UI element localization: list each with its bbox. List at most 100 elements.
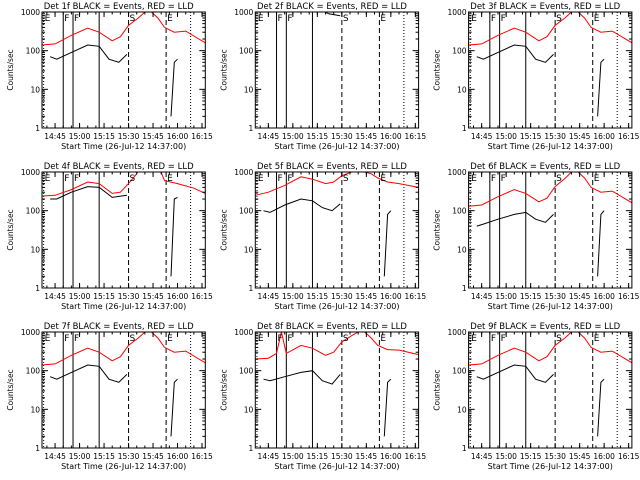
axes-frame [254,331,420,449]
events-series-line [263,198,341,213]
plot-area [468,12,632,128]
y-tick-label: 1000 [21,328,40,337]
y-tick-label: 1 [462,444,467,453]
y-tick-label: 100 [452,47,467,56]
x-tick-label: 15:45 [356,132,378,141]
x-tick-label: 16:00 [593,452,615,461]
marker-label: S [556,174,562,184]
events-series-line [170,196,178,277]
x-tick-label: 15:15 [520,132,542,141]
x-tick-label: 16:00 [380,292,402,301]
marker-label: E [45,334,51,344]
events-series-line [50,44,128,63]
x-tick-label: 15:00 [69,132,91,141]
x-tick-label: 16:15 [405,292,427,301]
y-tick-label: 1000 [448,8,467,17]
events-series-line [383,210,392,277]
x-tick-label: 14:45 [471,452,493,461]
marker-label: E [594,174,600,184]
detector-panel: Det 5f BLACK = Events, RED = LLD E F F S E 1 10… [219,162,426,311]
marker-label: F [491,174,496,184]
plot-area [255,332,419,448]
axes-frame [468,171,633,289]
marker-label: F [278,174,283,184]
marker-label: E [380,334,386,344]
events-series-line [170,378,178,437]
marker-label: F [74,14,79,24]
marker-label: E [471,14,477,24]
x-axis-label: Start Time (26-Jul-12 14:37:00) [488,142,613,151]
y-tick-label: 1 [249,124,254,133]
x-tick-label: 15:45 [142,292,164,301]
x-tick-label: 15:45 [142,132,164,141]
marker-label: E [471,174,477,184]
events-series-line [597,210,605,277]
marker-label: S [130,174,136,184]
marker-label: F [287,334,292,344]
marker-label: F [491,14,496,24]
marker-label: E [258,174,264,184]
x-tick-label: 14:45 [258,292,280,301]
y-tick-label: 100 [239,207,254,216]
marker-label: E [380,14,386,24]
y-tick-label: 100 [26,47,41,56]
x-tick-label: 15:15 [93,292,115,301]
detector-panel: Det 6f BLACK = Events, RED = LLD E F F S E 1 10… [433,162,640,311]
y-tick-label: 10 [244,245,254,254]
y-tick-label: 1 [35,124,40,133]
y-axis-label: Counts/sec [6,49,15,90]
x-tick-label: 14:45 [44,452,66,461]
x-tick-label: 14:45 [258,452,280,461]
x-tick-label: 16:15 [405,132,427,141]
events-series-line [383,378,392,437]
axes-frame [41,171,206,289]
y-tick-label: 100 [452,207,467,216]
y-tick-label: 10 [244,85,254,94]
x-tick-label: 15:15 [93,132,115,141]
plot-area [256,12,405,128]
plot-area [42,172,206,288]
y-tick-label: 1 [35,444,40,453]
lld-series-line [468,172,632,207]
x-tick-label: 16:15 [191,292,213,301]
axes-frame [468,11,633,129]
x-tick-label: 15:00 [495,292,517,301]
y-tick-label: 100 [26,207,41,216]
events-series-line [597,58,605,117]
x-tick-label: 16:00 [167,452,189,461]
panel-title: Det 4f BLACK = Events, RED = LLD [44,162,194,172]
x-tick-label: 16:00 [593,132,615,141]
x-tick-label: 15:00 [69,292,91,301]
y-tick-label: 1 [462,124,467,133]
marker-label: E [45,174,51,184]
marker-label: S [556,334,562,344]
marker-label: S [130,334,136,344]
events-series-line [170,58,178,117]
plot-area [42,12,206,128]
x-axis-label: Start Time (26-Jul-12 14:37:00) [488,462,613,471]
detector-panel: Det 1f BLACK = Events, RED = LLD E F F S E 1 10… [6,2,213,151]
plot-area [42,332,206,448]
marker-label: F [287,14,292,24]
marker-label: F [64,14,69,24]
y-axis-label: Counts/sec [219,369,228,410]
x-axis-label: Start Time (26-Jul-12 14:37:00) [61,142,186,151]
lld-series-line [468,12,632,46]
y-tick-label: 1000 [21,8,40,17]
x-tick-label: 15:15 [307,452,329,461]
events-series-line [263,370,341,385]
detector-panel: Det 2f BLACK = Events, RED = LLD E F F S E 1 10… [219,2,427,151]
marker-label: F [64,174,69,184]
marker-label: S [343,14,349,24]
x-tick-label: 15:15 [307,132,329,141]
x-tick-label: 16:15 [191,132,213,141]
y-axis-label: Counts/sec [219,209,228,250]
y-tick-label: 10 [457,245,467,254]
x-axis-label: Start Time (26-Jul-12 14:37:00) [274,142,399,151]
panel-title: Det 1f BLACK = Events, RED = LLD [44,2,194,12]
y-tick-label: 1000 [234,8,253,17]
x-tick-label: 15:30 [118,132,140,141]
marker-label: F [287,174,292,184]
plot-area [468,172,632,288]
marker-label: F [278,14,283,24]
